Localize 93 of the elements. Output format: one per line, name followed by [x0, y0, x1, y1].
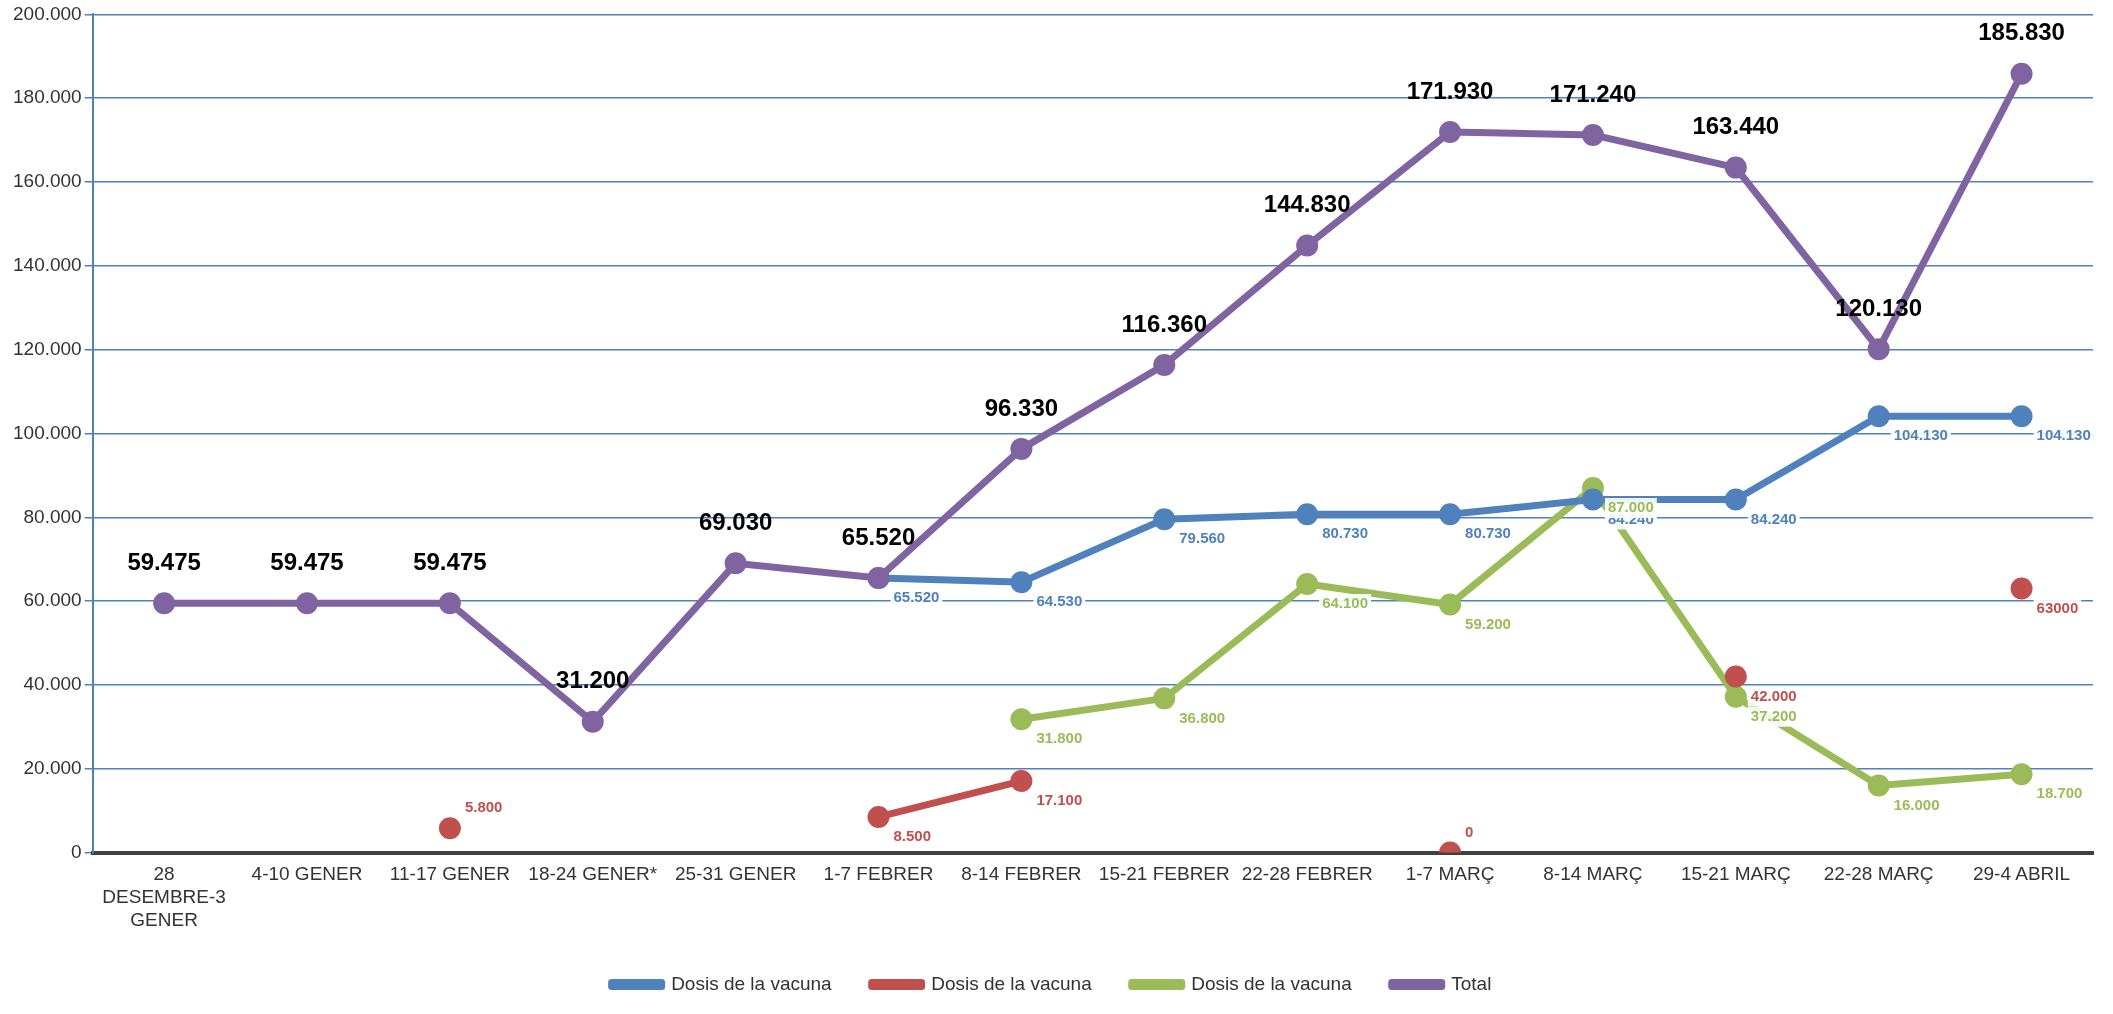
point [296, 592, 318, 615]
data-label: 79.560 [1179, 529, 1226, 547]
data-label: 8.500 [893, 827, 932, 845]
y-tick-label: 100.000 [12, 421, 82, 443]
y-tick-label: 160.000 [12, 170, 82, 192]
data-label: 80.730 [1322, 524, 1369, 542]
x-tick-label: 28 DESEMBRE-3 GENER [102, 863, 226, 930]
data-label: 104.130 [1893, 426, 1948, 444]
point [1296, 234, 1319, 257]
data-label: 65.520 [841, 522, 916, 550]
point [1724, 665, 1747, 688]
y-tick-label: 120.000 [12, 337, 82, 359]
data-label: 0 [1465, 822, 1474, 840]
x-tick-label: 15-21 MARÇ [1680, 863, 1791, 885]
data-label: 116.360 [1121, 309, 1207, 337]
x-tick-label: 25-31 GENER [674, 863, 797, 885]
y-tick-label: 60.000 [23, 589, 82, 611]
data-label: 42.000 [1750, 686, 1797, 704]
x-tick-label: 1-7 FEBRER [823, 863, 934, 885]
point [1010, 571, 1033, 594]
y-tick-label: 140.000 [12, 254, 82, 276]
point [1724, 685, 1747, 708]
point [1296, 503, 1319, 526]
point [438, 817, 461, 840]
point [1867, 774, 1890, 797]
data-label: 59.200 [1465, 614, 1511, 632]
data-label: 59.475 [127, 547, 201, 575]
x-tick-label: 22-28 FEBRER [1241, 863, 1373, 885]
x-tick-label: 4-10 GENER [251, 863, 363, 885]
y-tick-label: 80.000 [23, 505, 82, 527]
legend-label: Dosis de la vacuna [1191, 972, 1353, 994]
point [1010, 437, 1033, 460]
y-tick-label: 200.000 [12, 2, 82, 24]
point [2010, 405, 2033, 428]
point [867, 805, 890, 828]
x-tick-label: 18-24 GENER* [528, 863, 658, 885]
data-label: 144.830 [1263, 190, 1351, 218]
x-tick-label: 11-17 GENER [389, 863, 510, 885]
data-label: 36.800 [1179, 708, 1226, 726]
point [1010, 769, 1033, 792]
data-label: 5.800 [464, 798, 503, 816]
y-tick-label: 0 [71, 840, 82, 862]
data-label: 96.330 [984, 393, 1059, 421]
legend-label: Total [1451, 972, 1492, 994]
data-label: 64.100 [1322, 594, 1369, 612]
data-label: 185.830 [1978, 18, 2065, 46]
point [2010, 577, 2033, 600]
data-label: 104.130 [2036, 426, 2091, 444]
x-tick-label: 29-4 ABRIL [1972, 863, 2071, 885]
data-label: 65.520 [893, 588, 940, 606]
data-label: 16.000 [1893, 795, 1940, 813]
point [1439, 503, 1462, 526]
point [438, 592, 461, 615]
point [2010, 62, 2033, 85]
point [1439, 593, 1462, 616]
data-label: 163.440 [1692, 112, 1780, 140]
point [1581, 123, 1604, 146]
point [1296, 572, 1319, 595]
y-tick-label: 180.000 [12, 86, 82, 108]
data-label: 171.930 [1406, 76, 1494, 104]
data-label: 37.200 [1750, 706, 1797, 724]
data-label: 80.730 [1465, 524, 1511, 542]
data-label: 59.475 [413, 547, 487, 575]
data-label: 31.800 [1036, 729, 1083, 747]
point [1439, 121, 1462, 144]
data-label: 63000 [2036, 598, 2079, 616]
point [1867, 405, 1890, 428]
point [153, 592, 176, 615]
point [581, 710, 604, 733]
point [1010, 708, 1033, 731]
point [1153, 508, 1176, 531]
x-tick-label: 15-21 FEBRER [1098, 863, 1230, 885]
point [724, 552, 747, 575]
point [1581, 488, 1604, 511]
data-label: 59.475 [270, 547, 344, 575]
point [1724, 488, 1747, 511]
y-tick-label: 20.000 [23, 757, 82, 779]
x-tick-label: 8-14 MARÇ [1543, 863, 1643, 885]
legend-label: Dosis de la vacuna [931, 972, 1093, 994]
data-label: 18.700 [2036, 784, 2083, 802]
data-label: 17.100 [1036, 791, 1083, 809]
y-tick-label: 40.000 [23, 673, 82, 695]
point [1153, 687, 1176, 710]
point [1867, 338, 1890, 361]
x-tick-label: 8-14 FEBRER [961, 863, 1082, 885]
legend-label: Dosis de la vacuna [671, 972, 833, 994]
x-tick-label: 1-7 MARÇ [1405, 863, 1495, 885]
point [2010, 763, 2033, 786]
data-label: 64.530 [1036, 592, 1083, 610]
point [1153, 353, 1176, 376]
x-tick-label: 22-28 MARÇ [1823, 863, 1934, 885]
data-label: 84.240 [1750, 509, 1797, 527]
point [1724, 156, 1747, 179]
